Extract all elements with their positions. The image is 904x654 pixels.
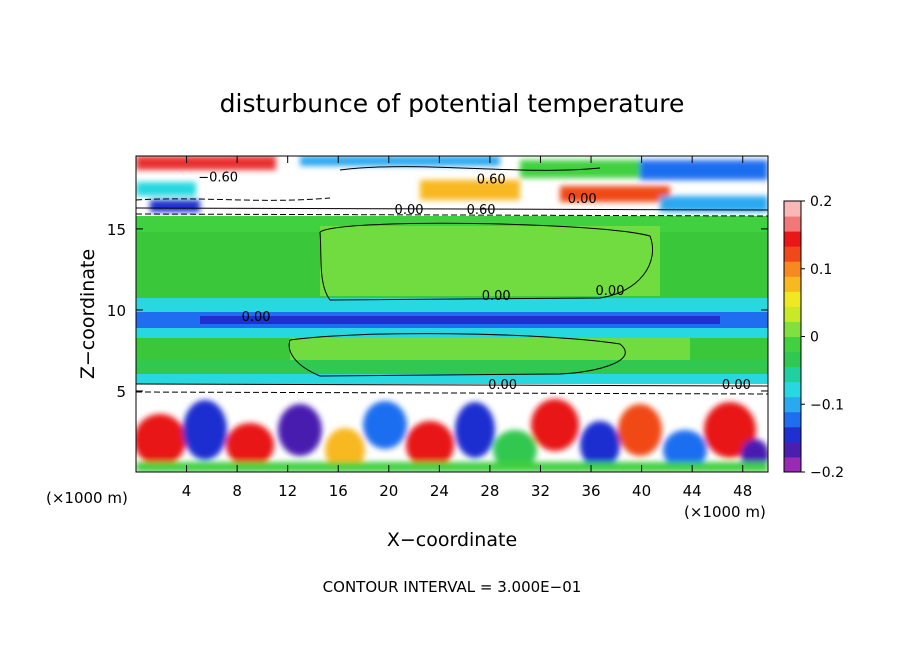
- contour-lines: [136, 166, 768, 395]
- colorbar-swatch: [784, 426, 801, 443]
- x-tick-label: 24: [430, 482, 449, 500]
- heatmap-field: [136, 156, 768, 472]
- colorbar-swatch: [784, 231, 801, 247]
- contour-label: 0.00: [596, 284, 625, 299]
- footer-contour-interval: CONTOUR INTERVAL = 3.000E−01: [323, 578, 582, 596]
- contour-label: −0.60: [198, 171, 238, 186]
- colorbar-tick-label: −0.1: [810, 397, 844, 413]
- x-tick-label: 44: [683, 482, 702, 500]
- colorbar-tick-label: 0.2: [810, 194, 832, 210]
- y-tick-label: 15: [107, 221, 126, 239]
- x-tick-label: 8: [232, 482, 242, 500]
- x-tick-label: 32: [531, 482, 550, 500]
- colorbar-swatch: [784, 306, 801, 322]
- colorbar-swatch: [784, 276, 801, 292]
- colorbar-swatch: [784, 381, 801, 398]
- x-tick-label: 28: [480, 482, 499, 500]
- contour-label: 0.60: [467, 203, 496, 218]
- colorbar-swatch: [784, 261, 801, 277]
- y-tick-label: 5: [116, 383, 126, 401]
- colorbar-swatch: [784, 291, 801, 307]
- colorbar-swatch: [784, 216, 801, 232]
- colorbar-swatch: [784, 411, 801, 428]
- y-tick-label: 10: [107, 302, 126, 320]
- y-axis-label: Z−coordinate: [77, 249, 99, 379]
- contour-label: 0.00: [488, 378, 517, 393]
- plot-frame: [135, 155, 769, 473]
- colorbar-swatch: [784, 351, 801, 368]
- colorbar-swatch: [784, 201, 801, 217]
- contour-label: 0.00: [568, 192, 597, 207]
- colorbar-swatch: [784, 456, 801, 473]
- contour-label: 0.60: [477, 172, 506, 187]
- colorbar-swatch: [784, 246, 801, 262]
- contour-label: 0.00: [482, 289, 511, 304]
- x-tick-label: 12: [278, 482, 297, 500]
- colorbar: 0.2 0.1 0 −0.1 −0.2: [783, 194, 844, 481]
- x-tick-label: 48: [733, 482, 752, 500]
- chart-title: disturbunce of potential temperature: [220, 89, 685, 118]
- colorbar-swatch: [784, 441, 801, 458]
- x-tick-label: 16: [329, 482, 348, 500]
- x-axis: 4 8 12 16 20 24 28 32 36 40 44 48: [182, 156, 752, 500]
- colorbar-tick-label: −0.2: [810, 465, 844, 481]
- x-axis-label: X−coordinate: [387, 529, 517, 551]
- x-unit-left: (×1000 m): [46, 489, 128, 507]
- contour-labels: −0.60 0.60 0.00 0.60 0.00 0.00 0.00 0.00 0.00 0.0…: [198, 171, 751, 393]
- x-tick-label: 4: [182, 482, 192, 500]
- y-axis: 5 10 15: [107, 221, 768, 401]
- contour-label: 0.00: [395, 203, 424, 218]
- colorbar-swatch: [784, 336, 801, 353]
- colorbar-swatch: [784, 396, 801, 413]
- colorbar-swatch: [784, 321, 801, 337]
- colorbar-tick-label: 0.1: [810, 262, 832, 278]
- colorbar-swatch: [784, 366, 801, 383]
- contour-label: 0.00: [242, 310, 271, 325]
- colorbar-tick-label: 0: [810, 330, 819, 346]
- x-unit-right: (×1000 m): [684, 503, 766, 521]
- x-tick-label: 36: [581, 482, 600, 500]
- contour-label: 0.00: [722, 378, 751, 393]
- x-tick-label: 40: [632, 482, 651, 500]
- x-tick-label: 20: [379, 482, 398, 500]
